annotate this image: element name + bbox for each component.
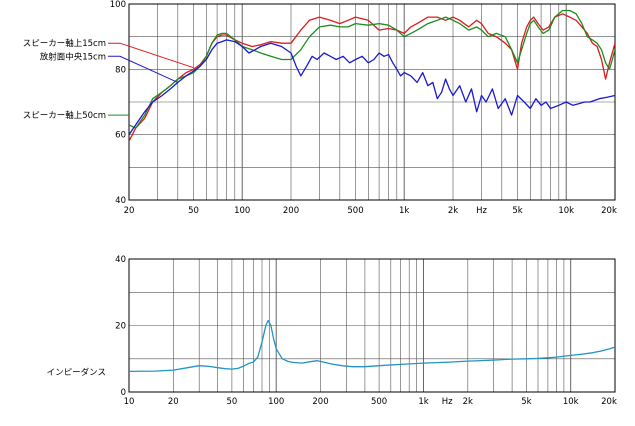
x-tick-label: 10 xyxy=(124,397,135,407)
series-label: スピーカー軸上15cm xyxy=(23,38,106,49)
series-label: 放射面中央15cm xyxy=(40,51,106,62)
x-tick-label: 500 xyxy=(347,206,363,216)
x-tick-label: 20 xyxy=(124,206,135,216)
x-tick-label: 20 xyxy=(168,397,179,407)
y-tick-label: 80 xyxy=(115,65,126,75)
series-leader-line xyxy=(108,55,179,83)
x-unit-label: Hz xyxy=(476,206,487,216)
x-unit-label: Hz xyxy=(442,397,453,407)
plot-frame xyxy=(128,3,616,201)
series-line xyxy=(129,39,615,136)
series-label: インピーダンス xyxy=(47,367,106,378)
x-tick-label: 50 xyxy=(188,206,199,216)
series-leader-line xyxy=(108,42,194,69)
series-line xyxy=(129,9,615,129)
x-tick-label: 50 xyxy=(226,397,237,407)
x-tick-label: 1k xyxy=(418,397,428,407)
series-label: スピーカー軸上50cm xyxy=(23,110,106,121)
x-tick-label: 2k xyxy=(448,206,458,216)
y-tick-label: 20 xyxy=(115,322,126,332)
y-tick-label: 40 xyxy=(115,196,126,206)
x-tick-label: 100 xyxy=(234,206,250,216)
x-tick-label: 10k xyxy=(558,206,574,216)
y-tick-label: 100 xyxy=(110,0,126,10)
x-tick-label: 200 xyxy=(312,397,328,407)
x-tick-label: 5k xyxy=(521,397,531,407)
series-line xyxy=(129,319,615,373)
y-tick-label: 0 xyxy=(121,388,126,398)
x-tick-label: 20k xyxy=(601,206,617,216)
plot-frame xyxy=(128,258,616,393)
x-tick-label: 5k xyxy=(512,206,522,216)
frequency-response-chart: 20 50 100 200 500 1k 2k 5k 10k 20k Hz 40 60 80 100 スピーカ… xyxy=(23,0,617,216)
x-tick-label: 20k xyxy=(601,397,617,407)
x-tick-label: 2k xyxy=(463,397,473,407)
x-tick-label: 500 xyxy=(371,397,387,407)
x-tick-label: 10k xyxy=(563,397,579,407)
y-tick-label: 60 xyxy=(115,131,126,141)
y-tick-label: 40 xyxy=(115,255,126,265)
x-tick-label: 200 xyxy=(283,206,299,216)
x-tick-label: 1k xyxy=(399,206,409,216)
impedance-chart: 10 20 50 100 200 500 1k 2k 5k 10k 20k Hz 0 20 40 インピーダン… xyxy=(47,255,617,407)
x-tick-label: 100 xyxy=(268,397,284,407)
